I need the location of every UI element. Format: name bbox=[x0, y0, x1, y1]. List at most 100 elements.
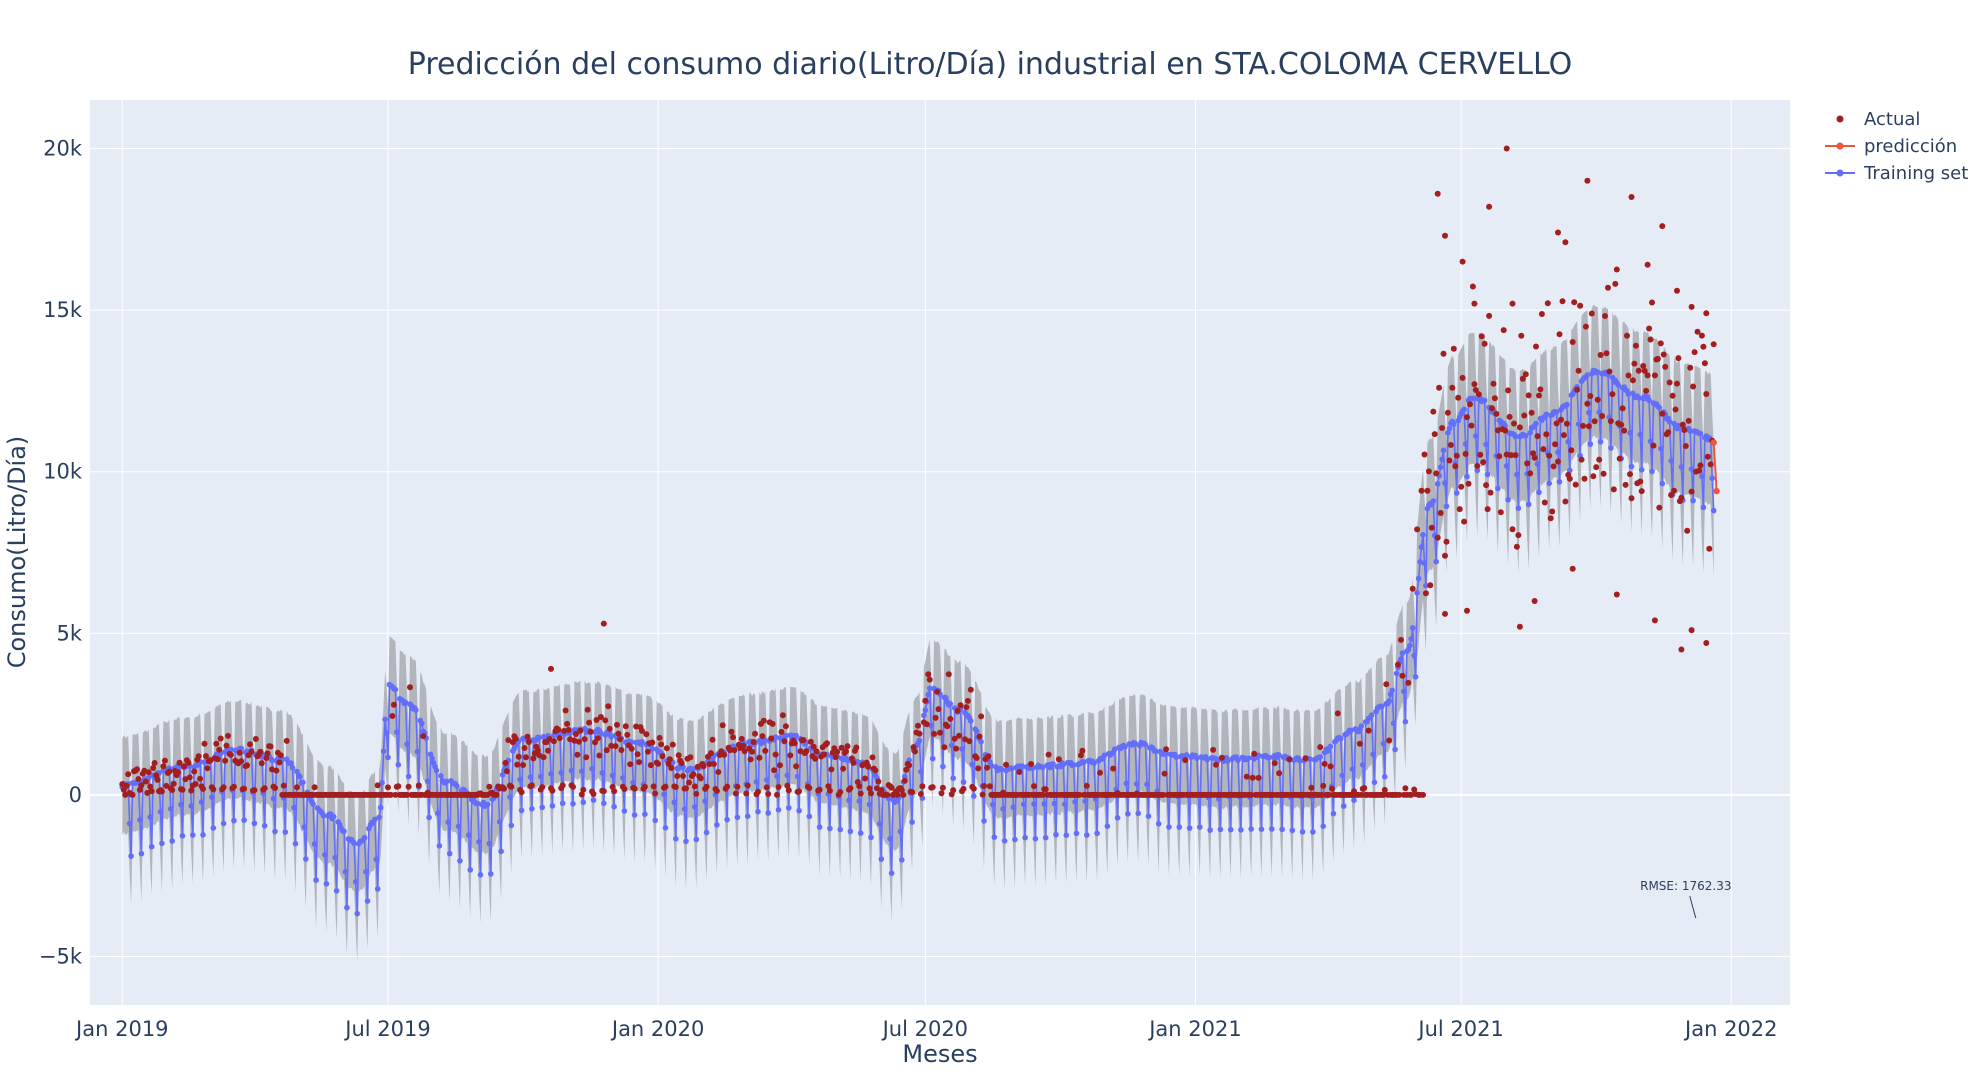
training-point bbox=[662, 825, 669, 831]
training-point bbox=[1060, 761, 1067, 768]
training-point bbox=[1238, 827, 1244, 833]
chart-title: Predicción del consumo diario(Litro/Día)… bbox=[408, 47, 1572, 82]
training-point bbox=[816, 824, 823, 830]
training-point bbox=[138, 850, 145, 857]
legend-item[interactable]: Training set bbox=[1825, 163, 1968, 184]
actual-point bbox=[150, 765, 157, 771]
training-point bbox=[1565, 438, 1572, 445]
actual-point bbox=[545, 747, 551, 754]
actual-point bbox=[1386, 737, 1393, 744]
actual-point bbox=[724, 783, 731, 790]
actual-point bbox=[555, 726, 562, 733]
rmse-annotation-arrow bbox=[1689, 895, 1697, 919]
actual-point bbox=[986, 783, 993, 790]
actual-point bbox=[1703, 310, 1710, 317]
actual-point bbox=[687, 754, 694, 761]
training-point bbox=[1317, 754, 1323, 760]
actual-point bbox=[782, 723, 789, 730]
actual-point bbox=[1650, 442, 1657, 449]
actual-point bbox=[937, 729, 943, 736]
training-point bbox=[1440, 447, 1447, 454]
training-point bbox=[1051, 800, 1058, 807]
actual-point bbox=[1077, 752, 1084, 759]
actual-point bbox=[272, 785, 278, 791]
actual-point bbox=[273, 767, 280, 774]
legend-item[interactable]: predicción bbox=[1825, 136, 1957, 157]
actual-point bbox=[906, 762, 913, 769]
actual-point bbox=[1669, 392, 1676, 399]
training-point bbox=[559, 800, 566, 807]
actual-point bbox=[763, 784, 770, 791]
actual-point bbox=[1575, 367, 1582, 374]
actual-point bbox=[252, 736, 259, 742]
training-point bbox=[1031, 801, 1037, 807]
training-point bbox=[1527, 429, 1533, 436]
actual-point bbox=[1484, 506, 1491, 513]
training-point bbox=[310, 801, 316, 807]
actual-point bbox=[732, 790, 739, 797]
actual-point bbox=[1409, 585, 1416, 592]
actual-point bbox=[1546, 452, 1553, 459]
training-point bbox=[198, 799, 205, 805]
actual-point bbox=[549, 787, 556, 794]
legend[interactable]: Actual predicción Training set bbox=[1825, 109, 1968, 184]
actual-point bbox=[922, 697, 929, 704]
actual-point bbox=[706, 761, 713, 768]
actual-point bbox=[1255, 774, 1262, 781]
actual-point bbox=[1511, 420, 1517, 427]
actual-point bbox=[1396, 791, 1403, 798]
actual-point bbox=[1656, 504, 1663, 511]
training-point bbox=[1351, 797, 1357, 803]
training-point bbox=[1145, 813, 1152, 819]
actual-point bbox=[518, 789, 525, 796]
training-point bbox=[169, 838, 175, 844]
legend-item[interactable]: Actual bbox=[1836, 109, 1921, 130]
training-point bbox=[1411, 652, 1417, 659]
actual-point bbox=[1657, 340, 1664, 347]
training-point bbox=[1709, 475, 1715, 482]
training-point bbox=[344, 904, 350, 911]
actual-point bbox=[523, 754, 529, 761]
actual-point bbox=[945, 671, 952, 678]
training-point bbox=[1421, 560, 1428, 566]
actual-point bbox=[1679, 421, 1686, 428]
actual-point bbox=[1471, 381, 1478, 388]
actual-point bbox=[294, 784, 300, 791]
training-point bbox=[402, 699, 409, 706]
training-point bbox=[762, 737, 769, 743]
actual-point bbox=[1381, 786, 1388, 793]
actual-point bbox=[624, 731, 631, 738]
training-point bbox=[1402, 718, 1409, 725]
training-point bbox=[1299, 829, 1306, 835]
training-point bbox=[1338, 735, 1344, 742]
training-point bbox=[445, 819, 452, 825]
training-point bbox=[888, 870, 895, 876]
actual-point bbox=[838, 744, 845, 751]
training-point bbox=[580, 799, 587, 806]
actual-point bbox=[1659, 410, 1666, 417]
actual-point bbox=[1635, 367, 1642, 374]
actual-point bbox=[1662, 363, 1669, 370]
x-tick-label: Jul 2020 bbox=[881, 1017, 968, 1041]
actual-point bbox=[158, 788, 165, 795]
actual-point bbox=[715, 769, 722, 775]
actual-point bbox=[214, 756, 221, 763]
actual-point bbox=[135, 776, 142, 782]
actual-point bbox=[201, 740, 208, 747]
training-point bbox=[1073, 830, 1080, 837]
actual-point bbox=[1556, 331, 1563, 338]
actual-point bbox=[810, 743, 817, 750]
actual-point bbox=[719, 722, 726, 729]
actual-point bbox=[508, 783, 515, 790]
actual-point bbox=[1383, 681, 1390, 688]
actual-point bbox=[1631, 360, 1638, 367]
training-point bbox=[1481, 397, 1488, 404]
training-point bbox=[455, 823, 462, 830]
actual-point bbox=[1605, 284, 1611, 291]
legend-swatch-marker bbox=[1836, 142, 1844, 150]
legend-label: Actual bbox=[1864, 109, 1920, 130]
actual-point bbox=[1527, 470, 1534, 477]
actual-point bbox=[176, 759, 183, 766]
training-point bbox=[1349, 766, 1356, 772]
actual-point bbox=[1560, 432, 1567, 439]
